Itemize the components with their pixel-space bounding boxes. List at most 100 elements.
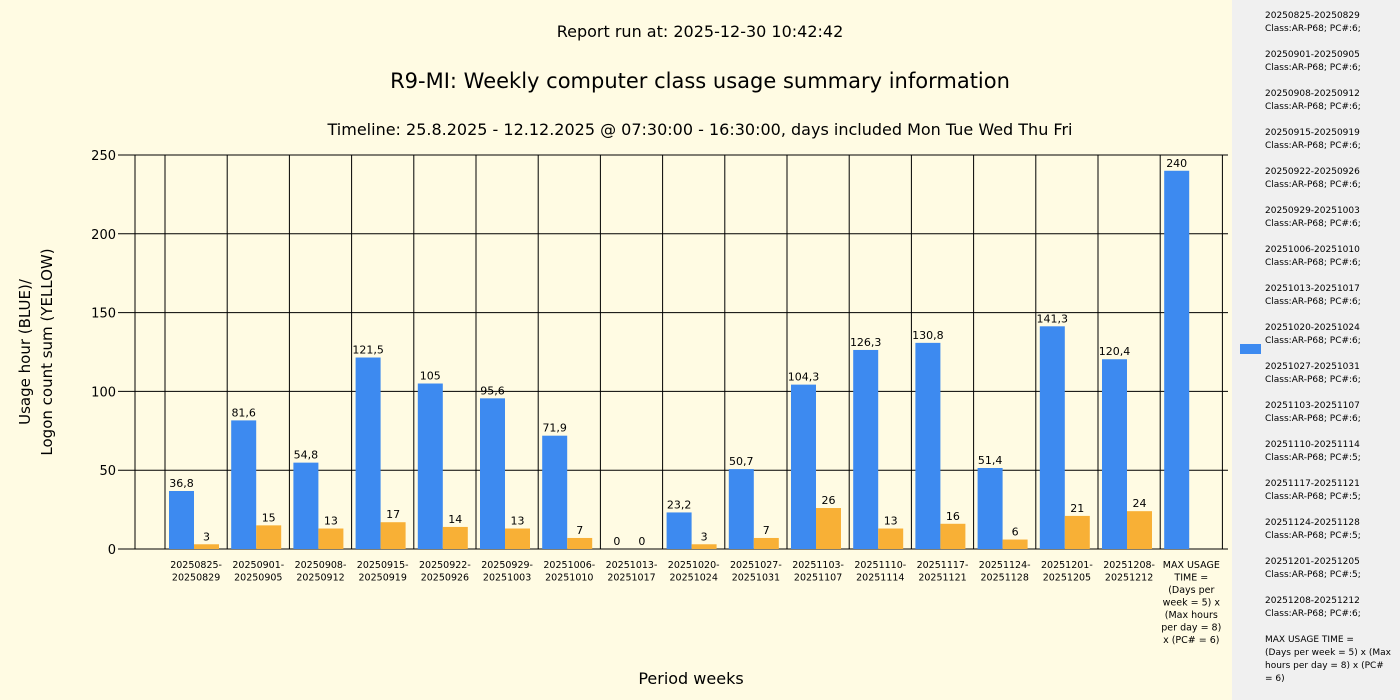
legend-item-line: 20251027-20251031 (1265, 362, 1360, 372)
data-label-usage: 95,6 (480, 384, 505, 397)
legend-item-line: Class:AR-P68; PC#:6; (1265, 63, 1361, 73)
bar-logon-count (1064, 515, 1090, 549)
bar-logon-count (256, 525, 282, 549)
legend-item-line: 20251124-20251128 (1265, 518, 1360, 528)
x-tick-label: 20251114 (856, 573, 904, 584)
data-label-logons: 24 (1133, 497, 1147, 510)
bar-logon-count (816, 508, 841, 549)
x-tick-label: 20251110- (854, 560, 906, 571)
x-tick-label: (Days per (1168, 585, 1214, 596)
x-tick-label: TIME = (1173, 573, 1208, 584)
bar-usage-hour (542, 435, 568, 549)
bar-logon-count (318, 528, 344, 549)
bar-usage-hour (853, 349, 879, 549)
bar-usage-hour (169, 491, 194, 549)
bar-usage-hour (728, 469, 754, 549)
x-tick-label: (Max hours (1165, 610, 1218, 621)
legend-item: MAX USAGE TIME = (Days per week = 5) x (… (1265, 634, 1395, 686)
x-tick-label: 20251031 (732, 573, 780, 584)
legend-item-line: Class:AR-P68; PC#:5; (1265, 531, 1361, 541)
legend-item-line: 20250825-20250829 (1265, 11, 1360, 21)
data-label-usage: 240 (1166, 157, 1187, 170)
bar-usage-hour (417, 383, 443, 549)
bar-usage-hour (355, 357, 381, 549)
x-tick-label: 20250905 (234, 573, 282, 584)
legend-item: 20251117-20251121 Class:AR-P68; PC#:5; (1265, 478, 1395, 504)
legend-item-line: Class:AR-P68; PC#:6; (1265, 375, 1361, 385)
data-label-usage: 105 (420, 370, 441, 383)
legend-item: 20250922-20250926 Class:AR-P68; PC#:6; (1265, 166, 1395, 192)
x-tick-label: 20250912 (296, 573, 344, 584)
legend-item-line: Class:AR-P68; PC#:6; (1265, 219, 1361, 229)
x-tick-label: week = 5) x (1163, 598, 1221, 609)
x-tick-label: 20250908- (295, 560, 347, 571)
data-label-logons: 7 (763, 524, 770, 537)
legend-item: 20251103-20251107 Class:AR-P68; PC#:6; (1265, 400, 1395, 426)
y-tick-label: 100 (91, 385, 116, 400)
y-axis-label: Usage hour (BLUE)/ (16, 278, 34, 425)
bar-usage-hour (666, 512, 692, 549)
x-tick-label: 20250929- (481, 560, 533, 571)
x-tick-label: 20250919 (359, 573, 407, 584)
x-tick-label: 20250926 (421, 573, 469, 584)
bar-usage-hour (1164, 170, 1190, 549)
legend-item-line: Class:AR-P68; PC#:6; (1265, 297, 1361, 307)
bar-logon-count (691, 544, 717, 549)
y-tick-label: 200 (91, 228, 116, 243)
legend-item-line: 20251201-20251205 (1265, 557, 1360, 567)
data-label-usage: 126,3 (850, 336, 882, 349)
data-label-logons: 3 (203, 530, 210, 543)
legend-item-line: Class:AR-P68; PC#:5; (1265, 453, 1361, 463)
legend-item: 20251013-20251017 Class:AR-P68; PC#:6; (1265, 283, 1395, 309)
legend-panel: 20250825-20250829 Class:AR-P68; PC#:6; 202… (1232, 0, 1400, 700)
bar-logon-count (753, 537, 779, 549)
y-tick-label: 250 (91, 149, 116, 164)
bar-usage-hour (1102, 359, 1127, 549)
x-tick-label: x (PC# = 6) (1163, 635, 1219, 646)
legend-item-line: 20251117-20251121 (1265, 479, 1360, 489)
y-tick-label: 0 (108, 543, 116, 558)
bar-logon-count (505, 528, 530, 549)
data-label-logons: 17 (386, 508, 400, 521)
x-tick-label: 20251201- (1041, 560, 1093, 571)
x-tick-label: 20251003 (483, 573, 531, 584)
x-tick-label: 20251013- (606, 560, 658, 571)
data-label-logons: 7 (576, 524, 583, 537)
legend-item-line: 20250929-20251003 (1265, 206, 1360, 216)
x-tick-label: 20251107 (794, 573, 842, 584)
legend-item: 20251208-20251212 Class:AR-P68; PC#:6; (1265, 595, 1395, 621)
x-tick-label: 20250829 (172, 573, 220, 584)
legend-item-line: MAX USAGE TIME = (1265, 635, 1354, 645)
legend-item-line: = 6) (1265, 674, 1285, 684)
data-label-logons: 13 (884, 515, 898, 528)
legend-item-line: Class:AR-P68; PC#:6; (1265, 102, 1361, 112)
legend-item: 20251124-20251128 Class:AR-P68; PC#:5; (1265, 517, 1395, 543)
x-tick-label: 20251020- (668, 560, 720, 571)
data-label-usage: 50,7 (729, 455, 754, 468)
bar-logon-count (1002, 539, 1028, 549)
chart-title: R9-MI: Weekly computer class usage summa… (390, 69, 1010, 93)
data-label-logons: 3 (701, 530, 708, 543)
data-label-logons: 16 (946, 510, 960, 523)
data-label-logons: 14 (448, 513, 462, 526)
data-label-usage: 120,4 (1099, 345, 1131, 358)
legend-item-line: Class:AR-P68; PC#:5; (1265, 570, 1361, 580)
x-tick-label: 20251117- (917, 560, 969, 571)
x-tick-label: 20251103- (792, 560, 844, 571)
x-tick-label: 20251212 (1105, 573, 1153, 584)
bar-logon-count (940, 523, 966, 549)
bar-usage-hour (231, 420, 257, 549)
x-tick-label: 20250825- (170, 560, 222, 571)
legend-item: 20250915-20250919 Class:AR-P68; PC#:6; (1265, 127, 1395, 153)
x-tick-label: 20251027- (730, 560, 782, 571)
legend-item-line: 20251020-20251024 (1265, 323, 1360, 333)
data-label-usage: 141,3 (1037, 312, 1069, 325)
data-label-usage: 54,8 (294, 449, 319, 462)
x-tick-label: 20250922- (419, 560, 471, 571)
data-label-usage: 36,8 (169, 477, 194, 490)
x-tick-label: 20251017 (607, 573, 655, 584)
bar-logon-count (1127, 511, 1152, 549)
bar-usage-hour (480, 398, 505, 549)
report-run-timestamp: Report run at: 2025-12-30 10:42:42 (556, 22, 844, 41)
legend-item-line: 20251208-20251212 (1265, 596, 1360, 606)
